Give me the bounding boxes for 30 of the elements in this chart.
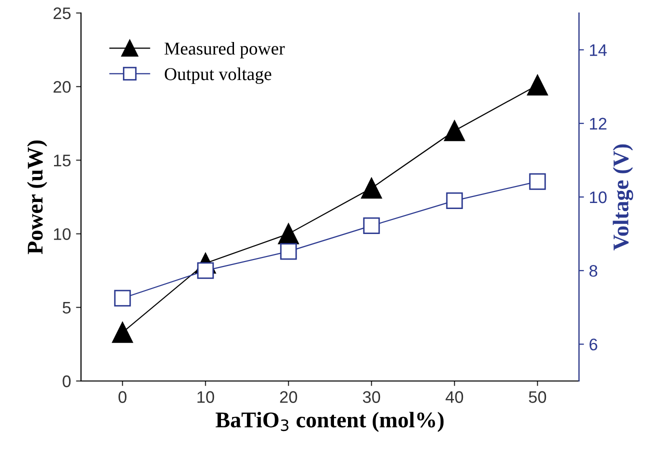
y2-tick-label: 6 <box>590 338 598 350</box>
point <box>446 192 463 210</box>
x-tick-label: 20 <box>280 391 298 403</box>
y-tick-label: 0 <box>62 375 71 388</box>
y-tick-label: 10 <box>54 228 71 240</box>
x-tick-label: 50 <box>528 391 546 403</box>
y2-tick-label: 12 <box>590 118 606 130</box>
y2-tick-label: 10 <box>590 191 607 204</box>
legend-label: Measured power <box>164 42 285 58</box>
x-tick-label: 40 <box>446 391 464 403</box>
point <box>444 120 465 142</box>
x-tick-label: 0 <box>118 391 126 403</box>
y-tick-label: 25 <box>54 7 71 20</box>
y2-axis-title: Voltage (V) <box>612 144 634 250</box>
x-tick-label: 10 <box>198 391 214 403</box>
y2-tick-label: 14 <box>590 44 607 56</box>
y-tick-label: 15 <box>54 154 71 166</box>
point <box>363 217 380 234</box>
y-tick-label: 5 <box>62 302 71 314</box>
point <box>280 243 297 260</box>
y2-tick-label: 8 <box>589 265 598 277</box>
y-tick-label: 20 <box>54 81 71 93</box>
point <box>278 223 299 244</box>
point <box>112 322 133 343</box>
point <box>361 178 382 199</box>
point <box>527 74 548 96</box>
legend-label: Output voltage <box>164 68 272 84</box>
y-axis-title: Power (uW) <box>27 140 48 254</box>
x-tick-label: 30 <box>362 391 380 403</box>
x-axis-title: BaTiO$_{3}$ content (mol%) <box>216 412 444 432</box>
